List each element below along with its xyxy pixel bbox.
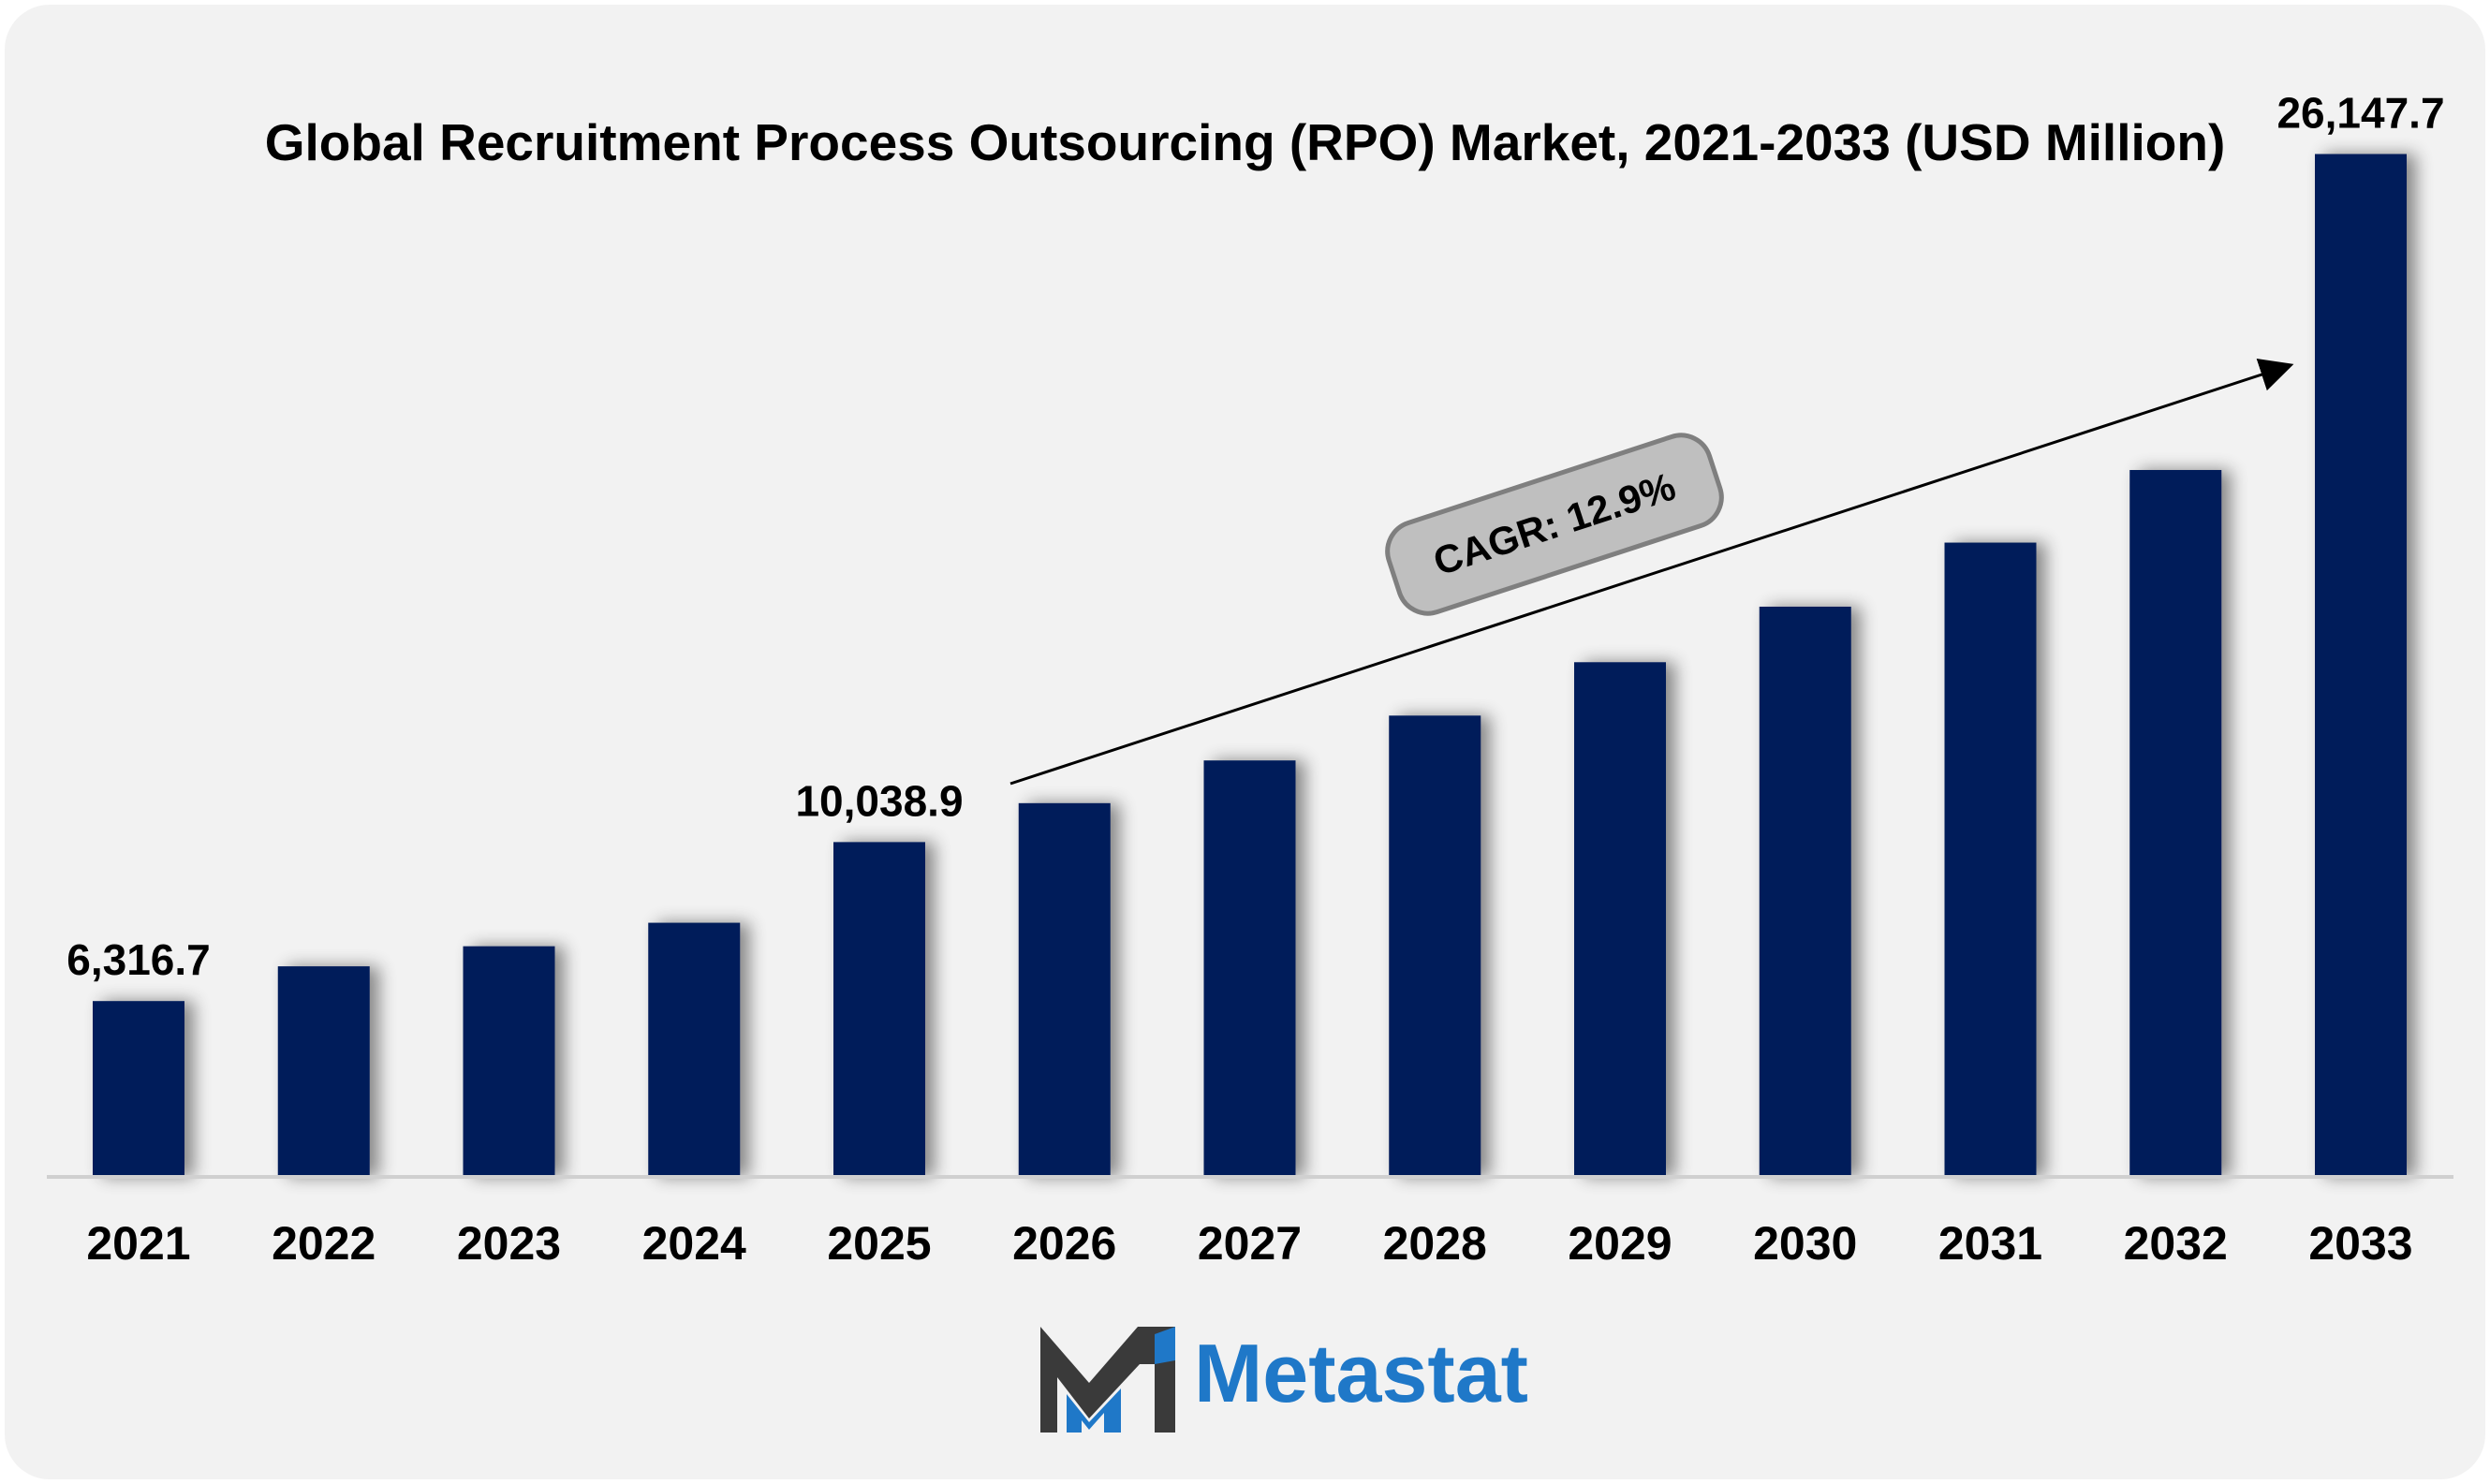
bar-2023 bbox=[463, 946, 555, 1177]
cagr-badge: CAGR: 12.9% bbox=[1385, 433, 1724, 616]
x-tick-2029: 2029 bbox=[1568, 1217, 1672, 1270]
x-tick-2022: 2022 bbox=[272, 1217, 376, 1270]
bar-2032 bbox=[2129, 469, 2222, 1177]
metastat-m-logo-icon bbox=[1040, 1327, 1175, 1433]
chart-card bbox=[5, 5, 2485, 1479]
bar-2030 bbox=[1759, 606, 1851, 1177]
x-tick-2032: 2032 bbox=[2124, 1217, 2228, 1270]
bar-2026 bbox=[1018, 802, 1111, 1177]
bar-2027 bbox=[1203, 760, 1296, 1177]
cagr-arrow bbox=[1009, 358, 2294, 786]
bar-2029 bbox=[1574, 662, 1666, 1177]
x-tick-2031: 2031 bbox=[1938, 1217, 2042, 1270]
metastat-logo: Metastat bbox=[1035, 1315, 1559, 1437]
x-tick-2025: 2025 bbox=[827, 1217, 931, 1270]
bar-2021 bbox=[93, 1001, 184, 1177]
cagr-badge-shape bbox=[1385, 433, 1724, 616]
data-label-2021: 6,316.7 bbox=[66, 935, 210, 984]
x-tick-2030: 2030 bbox=[1753, 1217, 1857, 1270]
bar-2028 bbox=[1389, 715, 1481, 1177]
bar-2024 bbox=[648, 922, 741, 1177]
bar-2025 bbox=[833, 842, 925, 1177]
logo-wordmark-text: Metastat bbox=[1194, 1327, 1528, 1419]
bar-2022 bbox=[277, 966, 370, 1177]
data-label-2025: 10,038.9 bbox=[795, 776, 963, 825]
x-tick-2033: 2033 bbox=[2308, 1217, 2412, 1270]
x-tick-2021: 2021 bbox=[86, 1217, 190, 1270]
data-label-2033: 26,147.7 bbox=[2276, 89, 2444, 138]
x-tick-2024: 2024 bbox=[642, 1217, 746, 1270]
x-tick-2026: 2026 bbox=[1012, 1217, 1116, 1270]
x-tick-labels: 2021 2022 2023 2024 2025 2026 2027 2028 2029 2030… bbox=[86, 1217, 2412, 1270]
x-tick-2023: 2023 bbox=[457, 1217, 561, 1270]
bar-2031 bbox=[1944, 542, 2037, 1177]
x-tick-2027: 2027 bbox=[1198, 1217, 1302, 1270]
logo-wordmark: Metastat bbox=[1194, 1327, 1528, 1420]
cagr-annotation: CAGR: 12.9% bbox=[1009, 358, 2294, 786]
data-labels: 6,316.7 10,038.9 26,147.7 bbox=[66, 89, 2444, 985]
bars-group bbox=[93, 154, 2407, 1178]
x-tick-2028: 2028 bbox=[1383, 1217, 1487, 1270]
bar-2033 bbox=[2315, 154, 2407, 1178]
chart-title: Global Recruitment Process Outsourcing (… bbox=[264, 113, 2226, 171]
